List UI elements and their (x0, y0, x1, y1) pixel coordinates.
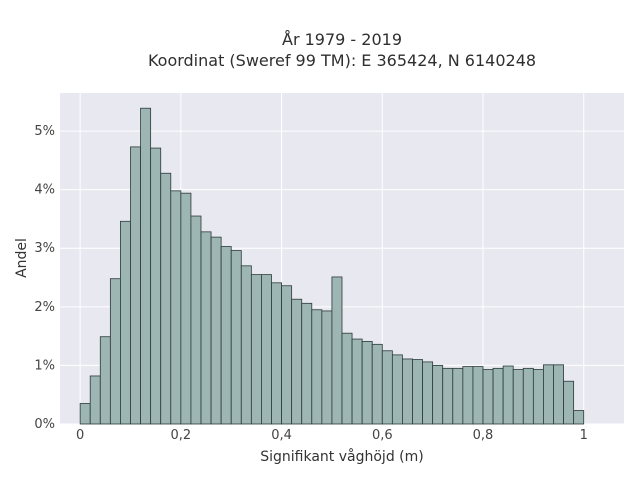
histogram-bar (311, 309, 323, 425)
x-tick-label: 1 (580, 428, 588, 443)
histogram-bar (563, 380, 575, 425)
histogram-bar (220, 246, 232, 425)
histogram-bar (321, 310, 333, 425)
x-tick-label: 0 (76, 428, 84, 443)
histogram-bar (391, 354, 403, 425)
histogram-bar (532, 369, 544, 425)
x-tick-label: 0,2 (171, 428, 192, 443)
histogram-bar (462, 366, 474, 425)
histogram-bar (200, 231, 212, 425)
histogram-bar (281, 285, 293, 425)
y-tick-label: 2% (34, 300, 55, 315)
histogram-bar (99, 336, 111, 425)
histogram-bar (402, 358, 413, 425)
histogram-bar (512, 369, 524, 425)
histogram-bar (271, 282, 282, 425)
histogram-bar (79, 403, 91, 425)
x-tick-label: 0,4 (271, 428, 292, 443)
histogram-bar (190, 215, 202, 425)
histogram-bar (482, 369, 494, 425)
histogram-bar (371, 343, 383, 425)
y-tick-label: 4% (34, 183, 55, 198)
histogram-bar (120, 220, 131, 425)
histogram-bar (412, 359, 423, 425)
histogram-bar (492, 367, 504, 425)
histogram-bar (432, 365, 444, 425)
histogram-bar (543, 364, 554, 425)
histogram-bar (210, 236, 222, 425)
y-tick-labels: 0% 1% 2% 3% 4% 5% (34, 124, 55, 432)
histogram-bar (250, 274, 262, 425)
bars (79, 107, 585, 425)
y-tick-label: 0% (34, 417, 55, 432)
y-tick-label: 1% (34, 358, 55, 373)
x-tick-label: 0,8 (473, 428, 494, 443)
x-axis-title: Signifikant våghöjd (m) (260, 448, 423, 465)
x-tick-label: 0,6 (372, 428, 393, 443)
histogram-bar (422, 361, 434, 425)
chart-title-line-2: Koordinat (Sweref 99 TM): E 365424, N 61… (148, 51, 536, 70)
histogram-bar (361, 340, 373, 425)
histogram-bar (442, 367, 454, 425)
histogram-bar (502, 365, 514, 425)
x-tick-labels: 0 0,2 0,4 0,6 0,8 1 (76, 428, 588, 443)
y-axis-title: Andel (14, 238, 30, 278)
histogram-bar (130, 146, 141, 425)
histogram-bar (140, 107, 152, 425)
histogram-bar (150, 147, 162, 425)
histogram-bar (331, 276, 343, 425)
histogram-bar (341, 332, 353, 425)
histogram-bar (109, 278, 121, 425)
histogram-bar (180, 192, 192, 425)
histogram-bar (301, 302, 313, 425)
histogram-bar (522, 367, 534, 425)
histogram-bar (230, 250, 242, 425)
y-tick-label: 5% (34, 124, 55, 139)
histogram-bar (240, 265, 252, 425)
histogram-bar (452, 367, 464, 425)
histogram-bar (261, 274, 272, 425)
histogram-bar (170, 190, 182, 425)
histogram-bar (160, 172, 172, 425)
histogram-bar (573, 410, 585, 425)
chart-title-line-1: År 1979 - 2019 (282, 30, 402, 49)
histogram-bar (89, 375, 101, 425)
histogram-bar (351, 338, 363, 425)
y-tick-label: 3% (34, 241, 55, 256)
histogram-bar (381, 350, 393, 425)
histogram-bar (553, 364, 564, 425)
histogram-bar (472, 366, 484, 425)
histogram-bar (291, 298, 303, 425)
